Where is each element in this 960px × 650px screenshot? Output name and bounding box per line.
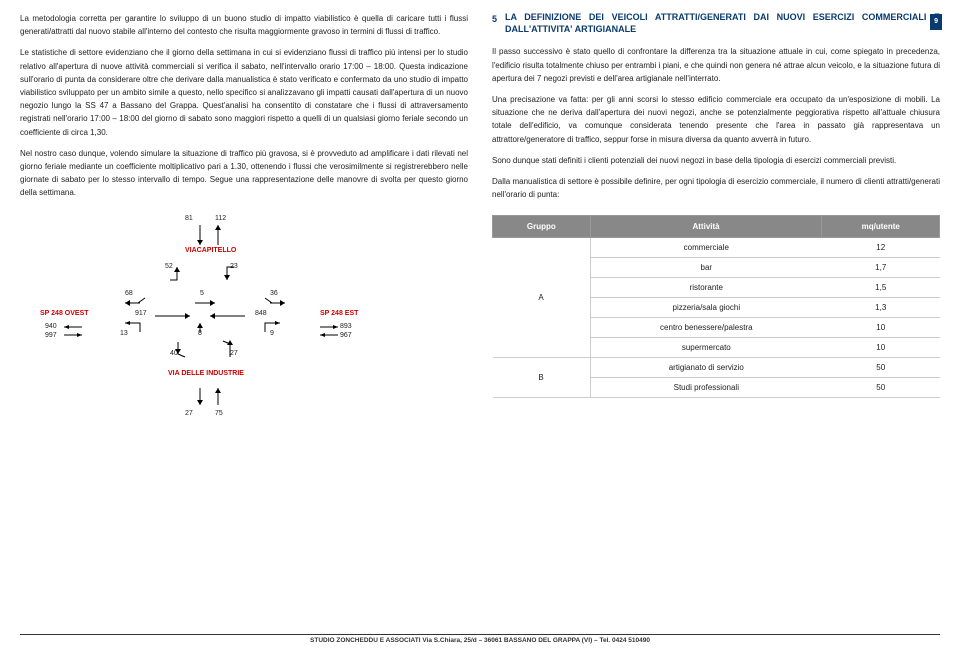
- para: Sono dunque stati definiti i clienti pot…: [492, 154, 940, 167]
- col-header: Attività: [590, 216, 822, 238]
- cell: 1,3: [822, 298, 940, 318]
- num: 112: [215, 215, 226, 222]
- num: 917: [135, 310, 147, 317]
- cell: 12: [822, 238, 940, 258]
- num: 5: [200, 290, 204, 297]
- num: 997: [45, 332, 57, 339]
- cell: centro benessere/palestra: [590, 318, 822, 338]
- cell: pizzeria/sala giochi: [590, 298, 822, 318]
- cell: 1,5: [822, 278, 940, 298]
- num: 81: [185, 215, 193, 222]
- cell: supermercato: [590, 338, 822, 358]
- cell: bar: [590, 258, 822, 278]
- lower-row: 81 112 VIACAPITELLO 52 23 68 5 36 SP 248…: [20, 215, 940, 435]
- num: 68: [125, 290, 133, 297]
- num: 848: [255, 310, 267, 317]
- para: Dalla manualistica di settore è possibil…: [492, 175, 940, 201]
- num: 36: [270, 290, 278, 297]
- arrow-icon: [190, 220, 230, 250]
- cell: artigianato di servizio: [590, 358, 822, 378]
- arrow-icon: [115, 320, 290, 338]
- num: 52: [165, 263, 173, 270]
- col-header: mq/utente: [822, 216, 940, 238]
- road-label: VIACAPITELLO: [185, 247, 236, 254]
- cell: commerciale: [590, 238, 822, 258]
- cell: 1,7: [822, 258, 940, 278]
- activity-table: Gruppo Attività mq/utente A commerciale …: [492, 215, 940, 398]
- cell: 10: [822, 318, 940, 338]
- para: La metodologia corretta per garantire lo…: [20, 12, 468, 38]
- cell: 10: [822, 338, 940, 358]
- traffic-diagram: 81 112 VIACAPITELLO 52 23 68 5 36 SP 248…: [20, 215, 468, 435]
- num: 23: [230, 263, 238, 270]
- para: Il passo successivo è stato quello di co…: [492, 45, 940, 85]
- road-label: SP 248 EST: [320, 310, 358, 317]
- group-cell: A: [493, 238, 591, 358]
- footer: STUDIO ZONCHEDDU E ASSOCIATI Via S.Chiar…: [20, 634, 940, 644]
- road-label: SP 248 OVEST: [40, 310, 89, 317]
- arrow-icon: [120, 298, 290, 310]
- num: 75: [215, 410, 223, 417]
- right-column: 5 LA DEFINIZIONE DEI VEICOLI ATTRATTI/GE…: [492, 12, 940, 209]
- arrow-icon: [62, 324, 87, 340]
- section-number: 5: [492, 12, 497, 27]
- text-columns: La metodologia corretta per garantire lo…: [20, 12, 940, 209]
- road-label: VIA DELLE INDUSTRIE: [168, 370, 244, 377]
- section-header: 5 LA DEFINIZIONE DEI VEICOLI ATTRATTI/GE…: [492, 12, 940, 35]
- para: Una precisazione va fatta: per gli anni …: [492, 93, 940, 146]
- left-column: La metodologia corretta per garantire lo…: [20, 12, 468, 209]
- table-container: Gruppo Attività mq/utente A commerciale …: [492, 215, 940, 435]
- col-header: Gruppo: [493, 216, 591, 238]
- table-row: A commerciale 12: [493, 238, 940, 258]
- arrow-icon: [190, 385, 230, 410]
- cell: 50: [822, 378, 940, 398]
- cell: Studi professionali: [590, 378, 822, 398]
- arrow-icon: [172, 262, 232, 287]
- section-title: LA DEFINIZIONE DEI VEICOLI ATTRATTI/GENE…: [505, 12, 940, 35]
- arrow-icon: [175, 339, 235, 361]
- para: Nel nostro caso dunque, volendo simulare…: [20, 147, 468, 200]
- arrow-icon: [318, 324, 343, 340]
- cell: ristorante: [590, 278, 822, 298]
- num: 27: [185, 410, 193, 417]
- page-number: 9: [930, 14, 942, 30]
- cell: 50: [822, 358, 940, 378]
- group-cell: B: [493, 358, 591, 398]
- table-row: B artigianato di servizio 50: [493, 358, 940, 378]
- num: 940: [45, 323, 57, 330]
- para: Le statistiche di settore evidenziano ch…: [20, 46, 468, 138]
